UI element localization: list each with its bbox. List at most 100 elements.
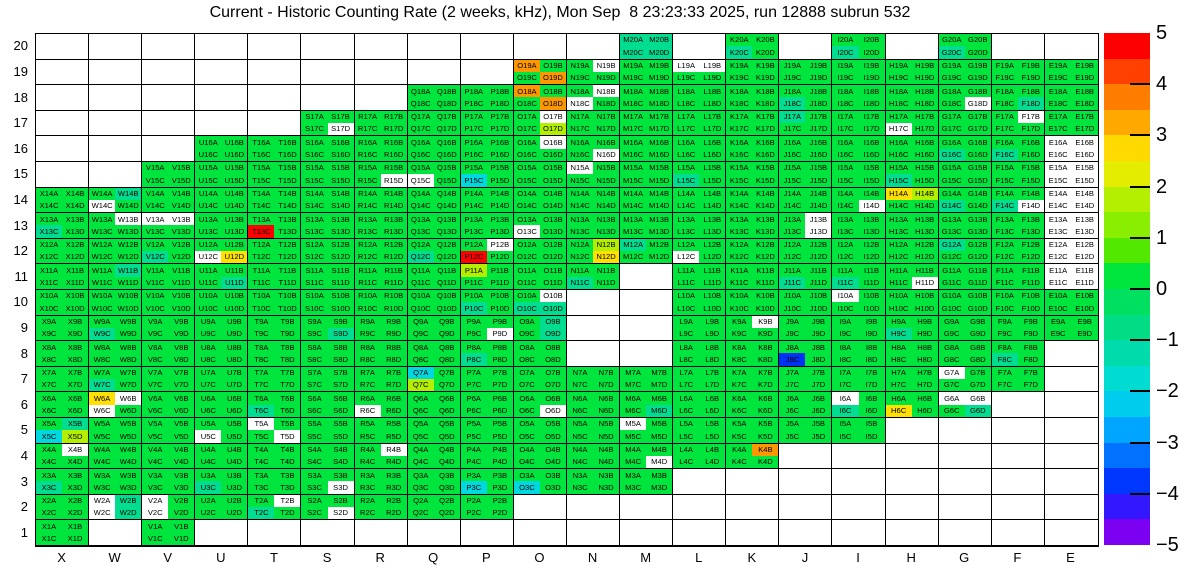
channel-K16B: K16B	[752, 136, 779, 149]
module-U18	[195, 85, 249, 111]
channel-T15A: T15A	[248, 162, 275, 175]
channel-V15A: V15A	[142, 162, 169, 175]
module-V20	[142, 34, 196, 60]
channel-U16D: U16D	[221, 148, 248, 161]
channel-F18C: F18C	[991, 97, 1018, 110]
channel-K18A: K18A	[726, 85, 753, 98]
channel-L9A: L9A	[673, 315, 700, 328]
channel-N13B: N13B	[593, 213, 620, 226]
channel-R7D: R7D	[380, 379, 407, 392]
channel-I20B: I20B	[858, 34, 885, 47]
channel-V5D: V5D	[168, 430, 195, 443]
module-R2: R2A R2B R2C R2D	[354, 494, 408, 521]
channel-P8B: P8B	[486, 341, 513, 354]
channel-V5B: V5B	[168, 418, 195, 431]
channel-V4D: V4D	[168, 455, 195, 469]
channel-R10C: R10C	[354, 302, 381, 315]
module-N4: N4A N4B N4C N4D	[566, 443, 621, 470]
channel-J5A: J5A	[779, 418, 806, 431]
channel-R9C: R9C	[354, 327, 381, 341]
channel-J10B: J10B	[805, 290, 832, 303]
channel-J13C: J13C	[779, 225, 806, 238]
channel-G19B: G19B	[964, 59, 991, 72]
channel-S11A: S11A	[301, 264, 328, 277]
channel-O13D: O13D	[539, 225, 566, 238]
channel-P5C: P5C	[460, 430, 487, 443]
channel-M12A: M12A	[620, 238, 647, 252]
channel-S17D: S17D	[327, 123, 354, 136]
channel-J18D: J18D	[805, 97, 832, 110]
channel-H13B: H13B	[911, 213, 938, 226]
channel-S3A: S3A	[301, 469, 328, 482]
channel-H6B: H6B	[911, 392, 938, 405]
channel-E12B: E12B	[1071, 238, 1098, 252]
module-L20	[673, 34, 727, 60]
module-H11: H11A H11B H11C H11D	[885, 264, 939, 290]
channel-M19B: M19B	[646, 59, 673, 72]
channel-U5C: U5C	[195, 430, 222, 443]
module-H19: H19A H19B H19C H19D	[885, 59, 939, 86]
module-F12: F12A F12B F12C F12D	[991, 238, 1045, 265]
channel-U10B: U10B	[221, 290, 248, 303]
channel-X7C: X7C	[36, 379, 63, 392]
module-L1	[673, 520, 727, 546]
channel-T5A: T5A	[248, 418, 275, 431]
channel-X3B: X3B	[62, 469, 89, 482]
module-Q11: Q11A Q11B Q11C Q11D	[407, 264, 461, 290]
channel-Q14C: Q14C	[407, 199, 434, 213]
channel-T10C: T10C	[248, 302, 275, 315]
channel-G10C: G10C	[938, 302, 965, 315]
module-T18	[248, 85, 302, 111]
channel-E9A: E9A	[1044, 315, 1072, 328]
channel-V8A: V8A	[142, 341, 169, 354]
channel-G19A: G19A	[938, 59, 965, 72]
channel-X7B: X7B	[62, 366, 89, 380]
channel-P5D: P5D	[486, 430, 513, 443]
module-K5: K5A K5B K5C K5D	[726, 418, 780, 444]
channel-S13B: S13B	[327, 213, 354, 226]
channel-F18B: F18B	[1017, 85, 1044, 98]
channel-N15D: N15D	[593, 174, 620, 187]
channel-T11B: T11B	[274, 264, 301, 277]
channel-T2A: T2A	[248, 494, 275, 508]
module-U2: U2A U2B U2C U2D	[195, 494, 249, 521]
module-F9: F9A F9B F9C F9D	[991, 315, 1045, 342]
channel-E10A: E10A	[1044, 290, 1072, 303]
module-H15: H15A H15B H15C H15D	[885, 162, 939, 188]
module-L10: L10A L10B L10C L10D	[673, 290, 727, 316]
channel-N3B: N3B	[593, 469, 620, 482]
module-M13: M13A M13B M13C M13D	[620, 213, 674, 239]
channel-G15A: G15A	[938, 162, 965, 175]
channel-L18B: L18B	[699, 85, 726, 98]
channel-L10A: L10A	[673, 290, 700, 303]
module-V10: V10A V10B V10C V10D	[142, 290, 196, 316]
module-J2	[779, 494, 833, 521]
colorbar-segment-16	[1104, 442, 1150, 469]
channel-X10B: X10B	[62, 290, 89, 303]
channel-R13D: R13D	[380, 225, 407, 238]
channel-V4A: V4A	[142, 443, 169, 456]
module-N7: N7A N7B N7C N7D	[566, 366, 621, 393]
colorbar-tick-mark-0	[1130, 288, 1150, 290]
module-L4: L4A L4B L4C L4D	[673, 443, 727, 470]
module-Q17: Q17A Q17B Q17C Q17D	[407, 110, 461, 137]
channel-V4C: V4C	[142, 455, 169, 469]
colorbar-tick-mark-3	[1130, 134, 1150, 137]
channel-K17D: K17D	[752, 123, 779, 136]
channel-W14D: W14D	[115, 199, 142, 213]
channel-L18C: L18C	[673, 97, 700, 110]
channel-F8A: F8A	[991, 341, 1018, 354]
channel-J18C: J18C	[779, 97, 806, 110]
channel-Q2C: Q2C	[407, 507, 434, 520]
channel-F8D: F8D	[1017, 353, 1044, 366]
channel-F12D: F12D	[1017, 251, 1044, 264]
channel-S10D: S10D	[327, 302, 354, 315]
channel-L16B: L16B	[699, 136, 726, 149]
channel-J10A: J10A	[779, 290, 806, 303]
channel-R4B: R4B	[380, 443, 407, 456]
module-S4: S4A S4B S4C S4D	[301, 443, 355, 470]
channel-I8C: I8C	[832, 353, 859, 366]
channel-O6B: O6B	[539, 392, 566, 405]
module-P5: P5A P5B P5C P5D	[460, 418, 514, 444]
channel-W13D: W13D	[115, 225, 142, 238]
